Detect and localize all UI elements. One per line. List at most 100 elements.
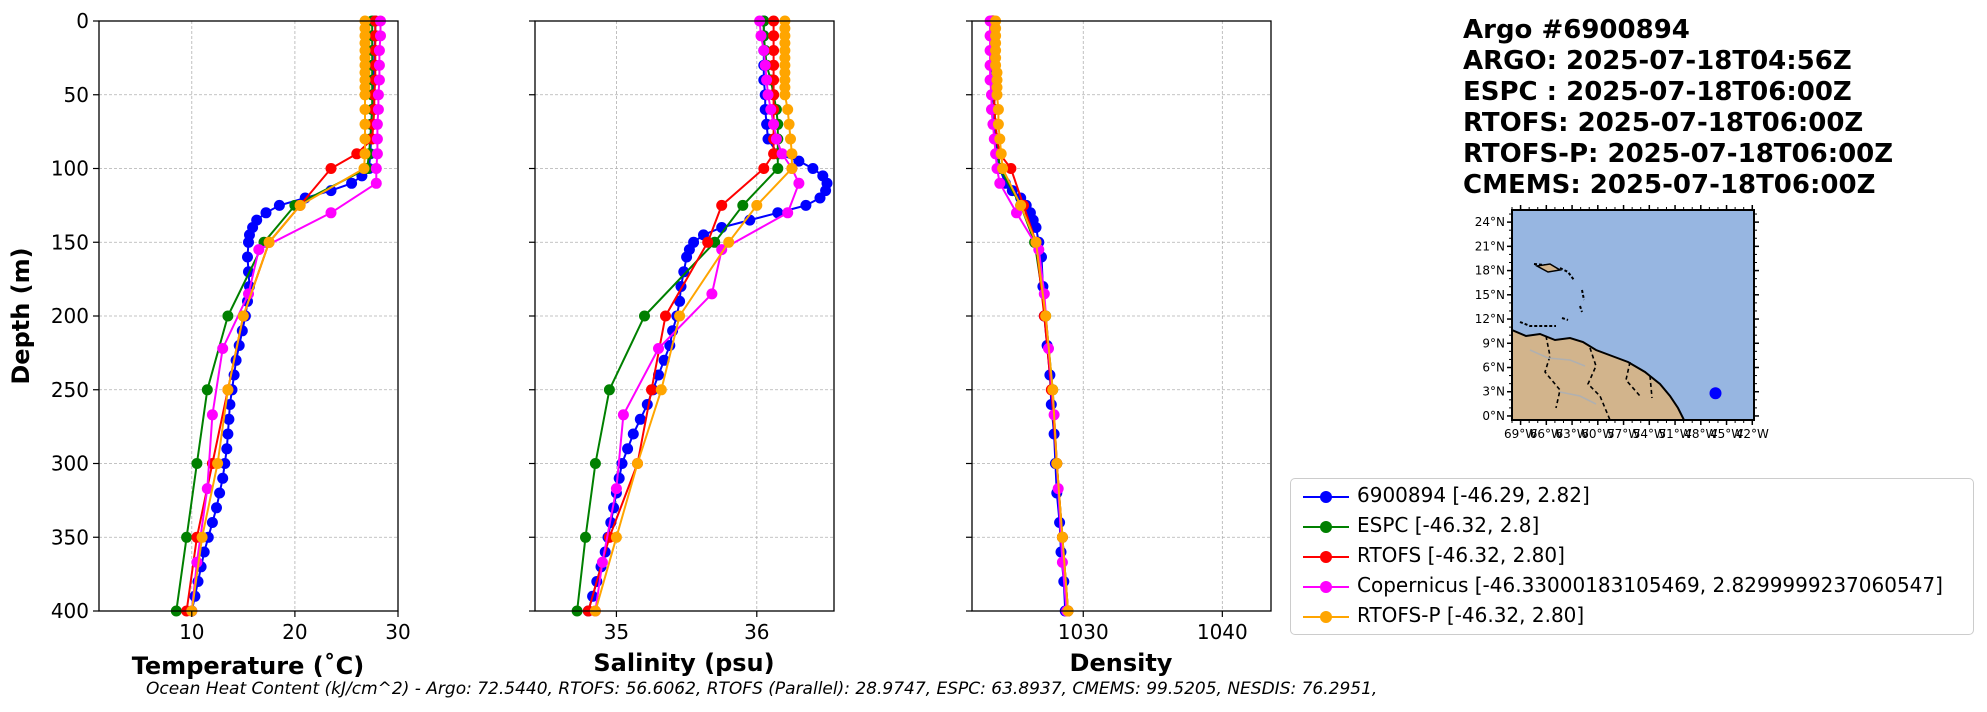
data-point-copernicus [758,45,770,56]
data-point-rtofs-p [995,148,1007,160]
data-point-copernicus [372,89,384,101]
data-point-rtofs-p [1015,199,1027,211]
data-point-6900894 [242,251,253,263]
data-point-copernicus [770,133,782,145]
legend-marker-espc [1320,521,1332,533]
data-point-rtofs-p [359,133,371,145]
temperature-xlabel: Temperature (˚C) [132,652,365,680]
data-point-rtofs-p [359,104,371,115]
data-point-copernicus [201,483,213,495]
data-point-rtofs-p [997,163,1009,174]
x-tick-label: 35 [604,620,629,644]
salinity-panel: 35 36 Salinity (psu) [529,15,835,677]
data-point-copernicus [372,104,384,115]
data-point-copernicus [191,556,203,568]
data-point-6900894 [206,517,218,528]
data-point-6900894 [613,472,625,484]
legend-label-argo: 6900894 [-46.29, 2.82] [1357,483,1590,507]
data-point-copernicus [610,483,622,495]
data-point-6900894 [658,354,670,366]
data-point-rtofs-p [237,310,249,322]
data-point-6900894 [217,472,229,484]
map-lat-label: 24°N [1475,215,1505,229]
data-point-6900894 [273,199,285,211]
data-point-6900894 [1030,222,1042,233]
data-point-6900894 [678,266,690,278]
y-tick-label: 200 [51,304,89,328]
map-country-borders [1544,335,1653,420]
data-point-rtofs-p [1056,531,1068,543]
data-point-espc [772,163,784,174]
data-point-rtofs-p [655,384,667,396]
legend-item-argo: 6900894 [-46.29, 2.82] [1291,482,1971,512]
data-point-copernicus [253,244,265,256]
data-point-rtofs [646,384,657,396]
data-point-6900894 [674,295,686,307]
argo-time: ARGO: 2025-07-18T04:56Z [1463,46,1852,76]
x-tick-label: 30 [385,620,410,644]
data-point-rtofs [768,30,780,42]
data-point-rtofs [768,59,780,71]
data-point-rtofs-p [785,133,796,145]
data-point-6900894 [622,443,634,455]
legend-label-copernicus: Copernicus [-46.33000183105469, 2.829999… [1357,573,1943,597]
data-point-rtofs [660,310,671,322]
legend-item-espc: ESPC [-46.32, 2.8] [1291,512,1971,542]
data-point-copernicus [1056,556,1068,568]
data-point-copernicus [782,207,794,219]
data-point-copernicus [371,148,383,160]
data-point-copernicus [371,118,383,130]
data-point-rtofs [758,163,770,174]
map-lon-label: 54°W [1633,427,1666,441]
data-point-rtofs-p [358,163,370,174]
map-lon-label: 48°W [1684,427,1717,441]
legend-marker-argo [1320,491,1332,503]
data-point-rtofs [716,199,728,211]
data-point-rtofs-p [1051,458,1063,469]
map-lat-label: 3°N [1482,385,1505,399]
data-point-rtofs-p [786,163,798,174]
salinity-xticks: 35 36 [604,611,770,644]
map-lat-label: 21°N [1475,239,1505,253]
data-point-copernicus [994,177,1006,189]
map-lat-label: 9°N [1482,336,1505,350]
legend-item-rtofs: RTOFS [-46.32, 2.80] [1291,542,1971,572]
density-axes-frame [971,20,1272,612]
salinity-yticks [529,20,535,612]
data-point-6900894 [198,546,210,558]
data-point-rtofs-p [196,531,208,543]
x-tick-label: 36 [744,620,769,644]
data-point-copernicus [762,89,774,101]
data-point-rtofs-p [359,89,371,101]
data-point-espc [737,199,749,211]
legend-marker-rtofs [1320,551,1332,563]
data-point-espc [201,384,213,396]
map-hispaniola [1534,263,1563,273]
x-tick-label: 1030 [1058,620,1109,644]
data-point-rtofs-p [723,236,735,248]
y-tick-label: 300 [51,452,89,476]
data-point-6900894 [243,236,254,248]
legend-label-rtofsp: RTOFS-P [-46.32, 2.80] [1357,603,1585,627]
data-point-espc [580,531,591,543]
data-point-rtofs-p [751,199,763,211]
map-lat-label: 18°N [1475,264,1505,278]
legend-marker-rtofsp [1320,611,1332,623]
data-point-copernicus [371,133,383,145]
data-point-rtofs-p [782,104,794,115]
data-point-rtofs [768,45,780,56]
data-point-rtofs-p [786,148,798,160]
data-point-rtofs-p [994,133,1006,145]
map-lon-label: 57°W [1607,427,1640,441]
density-grid [972,20,1271,612]
data-point-espc [191,458,203,469]
data-point-6900894 [814,192,826,204]
map-lat-label: 12°N [1475,312,1505,326]
cmems-time: CMEMS: 2025-07-18T06:00Z [1463,170,1876,200]
data-point-copernicus [617,409,629,421]
data-point-espc [181,531,193,543]
data-point-rtofs-p [632,458,643,469]
temperature-yticks: 0 50 100 150 200 250 300 350 400 [51,9,99,623]
x-tick-label: 10 [179,620,204,644]
salinity-xlabel: Salinity (psu) [593,649,774,677]
